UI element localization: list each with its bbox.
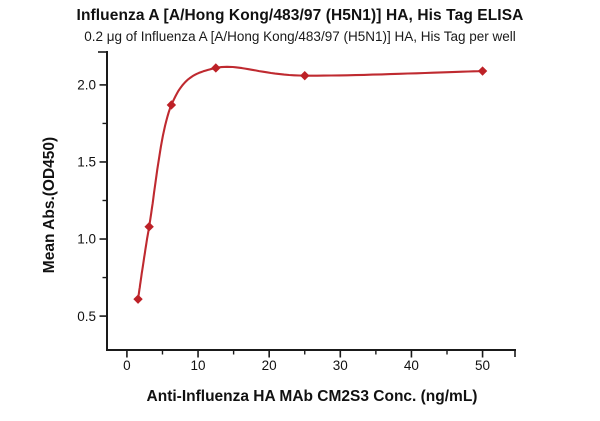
fit-curve bbox=[136, 65, 484, 301]
x-tick-label: 30 bbox=[333, 358, 348, 373]
x-tick-label: 20 bbox=[262, 358, 277, 373]
y-tick-label: 1.5 bbox=[77, 155, 96, 170]
data-point-marker bbox=[166, 100, 177, 110]
data-point-marker bbox=[144, 222, 154, 232]
data-point-marker bbox=[300, 70, 310, 81]
data-point-marker bbox=[133, 294, 143, 304]
x-axis-label: Anti-Influenza HA MAb CM2S3 Conc. (ng/mL… bbox=[146, 388, 478, 405]
x-tick-label: 40 bbox=[404, 358, 419, 373]
data-point-marker bbox=[477, 66, 488, 76]
y-tick-label: 1.0 bbox=[77, 232, 96, 247]
x-tick-label: 10 bbox=[191, 358, 206, 373]
y-axis-label: Mean Abs.(OD450) bbox=[41, 136, 58, 274]
x-tick-label: 0 bbox=[123, 358, 131, 373]
chart-subtitle: 0.2 μg of Influenza A [A/Hong Kong/483/9… bbox=[84, 29, 516, 44]
data-point-marker bbox=[211, 63, 221, 73]
x-tick-label: 50 bbox=[475, 358, 490, 373]
chart-title: Influenza A [A/Hong Kong/483/97 (H5N1)] … bbox=[76, 7, 524, 24]
y-tick-label: 0.5 bbox=[77, 309, 96, 324]
y-tick-label: 2.0 bbox=[77, 78, 96, 93]
